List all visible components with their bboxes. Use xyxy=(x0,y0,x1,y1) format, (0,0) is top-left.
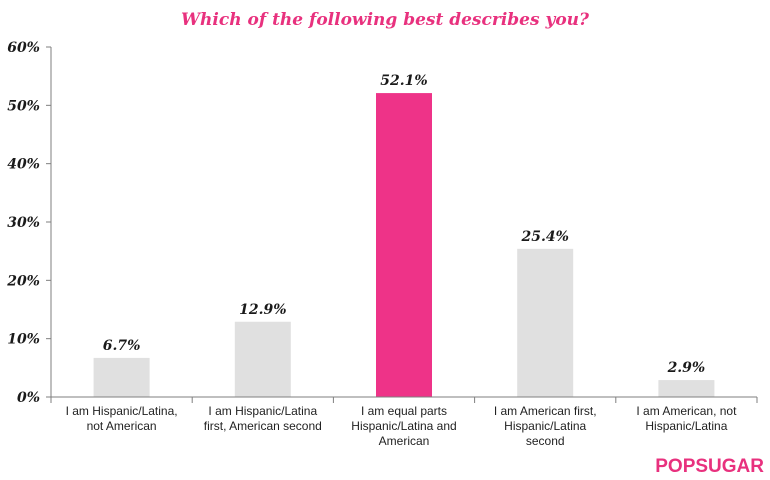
popsugar-logo: POPSUGAR xyxy=(655,456,764,477)
data-label: 52.1% xyxy=(380,73,427,89)
y-tick-label: 60% xyxy=(7,40,40,56)
y-tick-label: 40% xyxy=(7,157,40,173)
data-label: 12.9% xyxy=(239,302,286,318)
x-tick-label: I am Hispanic/Latina first, American seco… xyxy=(204,404,322,433)
bar xyxy=(658,380,715,397)
x-tick-label-line: Hispanic/Latina xyxy=(645,419,727,433)
bar xyxy=(93,357,150,397)
x-tick-label: I am American first, Hispanic/Latina secon… xyxy=(494,404,597,448)
y-tick-label: 10% xyxy=(7,332,40,348)
x-tick-label-line: Hispanic/Latina and xyxy=(351,419,456,433)
x-tick-label-line: I am Hispanic/Latina, xyxy=(66,404,178,418)
y-tick-label: 30% xyxy=(7,215,40,231)
x-tick-label: I am equal parts Hispanic/Latina and Ameri… xyxy=(351,404,456,448)
x-tick-label-line: I am American first, xyxy=(494,404,597,418)
x-tick-label-line: first, American second xyxy=(204,419,322,433)
data-label: 6.7% xyxy=(103,338,141,354)
x-tick-label-line: I am American, not xyxy=(636,404,737,418)
data-label: 25.4% xyxy=(520,229,568,245)
y-axis: 0% 10% 20% 30% 40% 50% 60% xyxy=(6,40,52,406)
x-tick-label-line: Hispanic/Latina xyxy=(504,419,586,433)
x-tick-label: I am American, not Hispanic/Latina xyxy=(636,404,737,433)
data-label: 2.9% xyxy=(667,360,706,376)
bar xyxy=(234,321,291,397)
chart-title: Which of the following best describes yo… xyxy=(181,10,590,30)
x-tick-label-line: American xyxy=(379,434,430,448)
x-tick-label: I am Hispanic/Latina, not American xyxy=(66,404,178,433)
bar xyxy=(376,93,432,397)
x-tick-label-line: I am equal parts xyxy=(361,404,447,418)
y-tick-label: 0% xyxy=(17,390,40,406)
y-tick-label: 20% xyxy=(6,273,40,289)
x-tick-label-line: I am Hispanic/Latina xyxy=(208,404,317,418)
bars: 6.7% 12.9% 52.1% 25.4% 2.9% xyxy=(93,73,715,397)
bar xyxy=(517,248,574,397)
x-tick-label-line: not American xyxy=(87,419,157,433)
y-tick-label: 50% xyxy=(7,98,40,114)
x-tick-label-line: second xyxy=(526,434,565,448)
